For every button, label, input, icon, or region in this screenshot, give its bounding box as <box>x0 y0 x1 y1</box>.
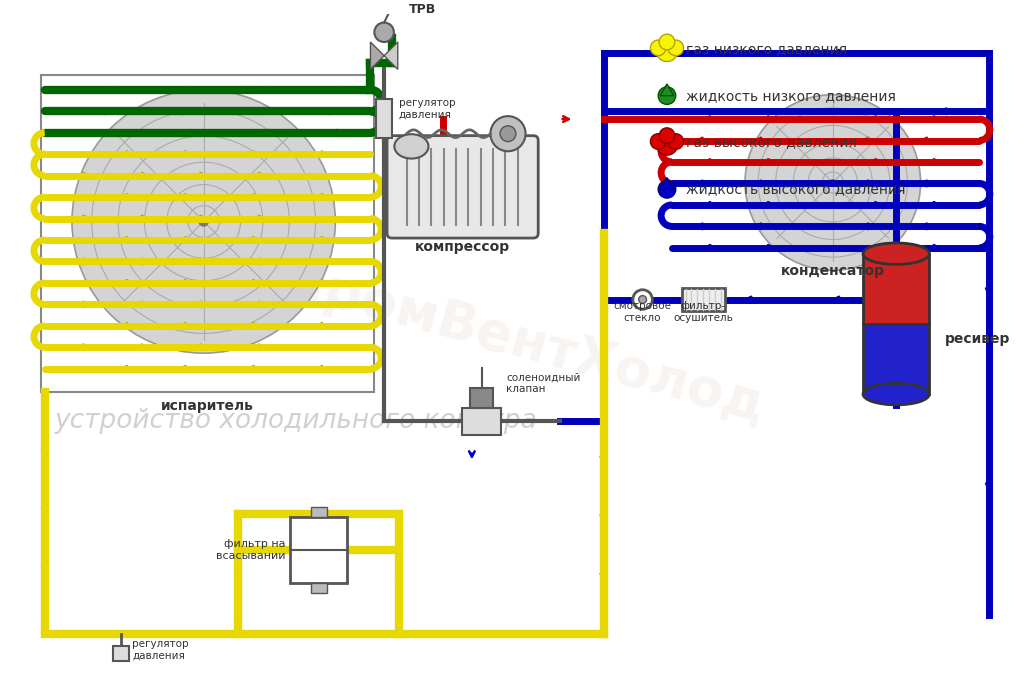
Text: жидкость низкого давления: жидкость низкого давления <box>686 89 896 102</box>
Bar <box>291 517 347 583</box>
Ellipse shape <box>863 243 930 264</box>
Text: фильтр на
всасывании: фильтр на всасывании <box>216 540 286 561</box>
Text: смотровое
стекло: смотровое стекло <box>613 302 672 323</box>
Bar <box>376 98 392 138</box>
Polygon shape <box>371 42 384 69</box>
Circle shape <box>490 116 525 151</box>
Circle shape <box>500 126 516 142</box>
Bar <box>863 254 930 324</box>
Text: ПромВентХолод: ПромВентХолод <box>275 254 770 433</box>
Text: газ низкого давления: газ низкого давления <box>686 42 848 56</box>
Circle shape <box>375 22 394 42</box>
Ellipse shape <box>863 383 930 405</box>
FancyBboxPatch shape <box>387 136 539 238</box>
Circle shape <box>668 40 684 56</box>
Circle shape <box>72 89 335 353</box>
Bar <box>682 288 725 311</box>
Bar <box>41 75 375 392</box>
Bar <box>311 507 327 517</box>
Text: конденсатор: конденсатор <box>780 264 885 278</box>
Text: ресивер: ресивер <box>945 332 1011 346</box>
Bar <box>462 407 501 435</box>
Circle shape <box>659 128 675 144</box>
Text: жидкость высокого давления: жидкость высокого давления <box>686 182 906 197</box>
Circle shape <box>633 290 652 309</box>
Text: регулятор
давления: регулятор давления <box>398 98 456 120</box>
Circle shape <box>668 134 684 149</box>
Text: соленоидный
клапан: соленоидный клапан <box>506 373 581 394</box>
Text: ТРВ: ТРВ <box>409 3 436 16</box>
Ellipse shape <box>394 134 428 159</box>
Circle shape <box>639 296 646 304</box>
Text: газ высокого давления: газ высокого давления <box>686 136 857 149</box>
Circle shape <box>650 134 666 149</box>
Text: фильтр-
осушитель: фильтр- осушитель <box>673 302 733 323</box>
Bar <box>470 388 494 407</box>
Circle shape <box>656 134 678 155</box>
Circle shape <box>656 40 678 62</box>
Text: регулятор
давления: регулятор давления <box>132 639 189 660</box>
Text: устройство холодильного контура: устройство холодильного контура <box>55 408 538 435</box>
Circle shape <box>829 179 837 186</box>
Text: компрессор: компрессор <box>415 240 510 254</box>
Circle shape <box>658 87 676 104</box>
Circle shape <box>199 216 209 226</box>
Bar <box>113 645 129 661</box>
Bar <box>311 583 327 593</box>
Bar <box>863 324 930 394</box>
Circle shape <box>745 95 921 271</box>
Text: испаритель: испаритель <box>161 399 254 413</box>
Circle shape <box>658 180 676 198</box>
Circle shape <box>650 40 666 56</box>
Polygon shape <box>384 42 397 69</box>
Circle shape <box>659 34 675 49</box>
Polygon shape <box>660 84 674 96</box>
Polygon shape <box>660 178 674 189</box>
